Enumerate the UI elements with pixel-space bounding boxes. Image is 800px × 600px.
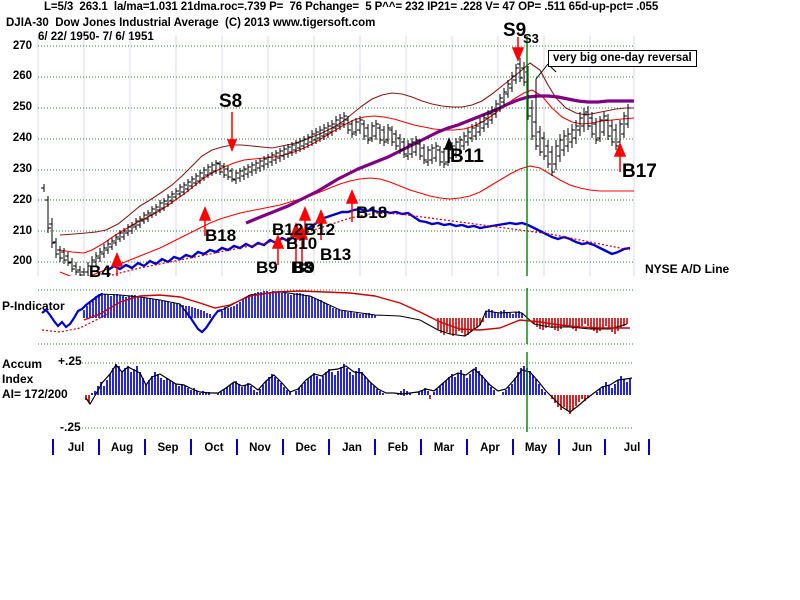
buy-arrow-b18b bbox=[345, 189, 359, 222]
x-tick-3 bbox=[190, 439, 192, 455]
pindicator-ma bbox=[83, 290, 630, 331]
annotation-b4: B4 bbox=[89, 262, 111, 281]
x-tick-13 bbox=[648, 439, 650, 455]
x-tick-5 bbox=[282, 439, 284, 455]
buy-arrow-b4 bbox=[110, 252, 124, 276]
signal-arrows bbox=[110, 37, 627, 276]
x-label-aug: Aug bbox=[110, 442, 134, 454]
nyse-ad-line bbox=[107, 207, 631, 271]
callout-leader bbox=[535, 63, 549, 126]
y-tick-220: 220 bbox=[12, 194, 32, 206]
band-lower-red bbox=[59, 165, 634, 276]
x-label-nov: Nov bbox=[249, 442, 271, 454]
x-label-apr: Apr bbox=[480, 442, 500, 454]
x-tick-9 bbox=[466, 439, 468, 455]
annotation-b11: B11 bbox=[450, 146, 484, 167]
accum-label-line1: Accum bbox=[2, 357, 43, 371]
price-plot bbox=[41, 37, 634, 276]
accum-bars-positive bbox=[91, 364, 631, 395]
x-label-mar: Mar bbox=[433, 442, 455, 454]
pindicator-gridlines bbox=[38, 289, 634, 345]
annotation-s3: S3 bbox=[523, 31, 539, 46]
stats-line: L=5/3 263.1 la/ma=1.031 21dma.roc=.739 P… bbox=[44, 1, 659, 13]
y-tick-210: 210 bbox=[12, 225, 32, 237]
pindicator-panel bbox=[38, 288, 634, 345]
x-tick-12 bbox=[604, 439, 606, 455]
annotation-b18b: B18 bbox=[356, 203, 388, 222]
symbol-name: DJIA-30 Dow Jones Industrial Average bbox=[6, 17, 219, 29]
accum-label-line2: Index bbox=[2, 372, 34, 386]
sell-arrow-s9 bbox=[511, 37, 525, 62]
y-tick-230: 230 bbox=[12, 163, 32, 175]
accum-index-reading: AI= 172/200 bbox=[2, 387, 68, 401]
annotation-b10: B10 bbox=[286, 234, 318, 253]
x-tick-1 bbox=[98, 439, 100, 455]
x-label-oct: Oct bbox=[204, 442, 224, 454]
annotation-b9: B9 bbox=[256, 258, 278, 277]
x-label-jun: Jun bbox=[571, 442, 593, 454]
buy-arrow-b13 bbox=[314, 209, 328, 240]
pindicator-curve bbox=[41, 293, 103, 329]
x-tick-11 bbox=[558, 439, 560, 455]
annotation-s9: S9 bbox=[503, 20, 527, 41]
y-tick-240: 240 bbox=[12, 132, 32, 144]
buy-arrow-b17 bbox=[613, 142, 627, 172]
date-range: 6/ 22/ 1950- 7/ 6/ 1951 bbox=[38, 31, 154, 43]
upper-band-line bbox=[59, 62, 634, 236]
accum-smoothing-line bbox=[85, 364, 633, 413]
x-label-jul1: Jul bbox=[67, 442, 85, 454]
x-tick-8 bbox=[420, 439, 422, 455]
buy-arrow-b18a bbox=[198, 206, 212, 236]
pindicator-label: P-Indicator bbox=[2, 299, 65, 313]
x-tick-4 bbox=[236, 439, 238, 455]
price-gridlines bbox=[38, 45, 634, 263]
reversal-callout: very big one-day reversal bbox=[548, 50, 697, 67]
x-tick-7 bbox=[374, 439, 376, 455]
annotation-b12b: B12 bbox=[304, 220, 336, 239]
x-label-dec: Dec bbox=[295, 442, 317, 454]
sell-arrow-s8 bbox=[226, 112, 238, 153]
pindicator-bars-positive bbox=[83, 291, 523, 318]
annotation-b9b: B9 bbox=[293, 258, 315, 277]
x-label-jul2: Jul bbox=[623, 442, 641, 454]
buy-arrow-b10 bbox=[289, 222, 303, 262]
band-upper-red bbox=[59, 89, 634, 254]
moving-average-line bbox=[245, 94, 634, 225]
pindicator-bars-negative bbox=[437, 318, 628, 336]
x-label-jan: Jan bbox=[342, 442, 362, 454]
annotation-b13: B13 bbox=[320, 245, 352, 264]
x-tick-2 bbox=[144, 439, 146, 455]
accum-gridlines bbox=[82, 362, 634, 429]
y-tick-200: 200 bbox=[12, 255, 32, 267]
x-tick-6 bbox=[328, 439, 330, 455]
accum-top-tick: +.25 bbox=[58, 354, 82, 368]
annotation-b12a: B12 bbox=[272, 220, 304, 239]
buy-arrow-b11 bbox=[443, 137, 455, 163]
price-bars bbox=[41, 58, 631, 276]
x-tick-10 bbox=[512, 439, 514, 455]
annotation-b17: B17 bbox=[622, 161, 657, 182]
accum-bars-negative bbox=[85, 395, 589, 414]
ad-line-label: NYSE A/D Line bbox=[645, 262, 730, 276]
x-label-sep: Sep bbox=[157, 442, 179, 454]
x-tick-0 bbox=[52, 439, 54, 455]
y-tick-250: 250 bbox=[12, 101, 32, 113]
annotation-b8: B8 bbox=[291, 258, 313, 277]
annotation-s8: S8 bbox=[219, 91, 243, 112]
accum-bottom-tick: -.25 bbox=[60, 420, 81, 434]
buy-arrow-b9 bbox=[271, 234, 285, 265]
pindicator-curve-2 bbox=[185, 308, 223, 334]
pindicator-dotted bbox=[41, 309, 116, 333]
x-label-may: May bbox=[524, 442, 548, 454]
accum-panel bbox=[82, 352, 634, 432]
copyright-text: (C) 2013 www.tigersoft.com bbox=[225, 17, 376, 29]
y-tick-270: 270 bbox=[12, 40, 32, 52]
x-label-feb: Feb bbox=[387, 442, 409, 454]
annotation-b18a: B18 bbox=[205, 226, 237, 245]
buy-arrow-b12b bbox=[298, 206, 312, 238]
y-tick-260: 260 bbox=[12, 70, 32, 82]
